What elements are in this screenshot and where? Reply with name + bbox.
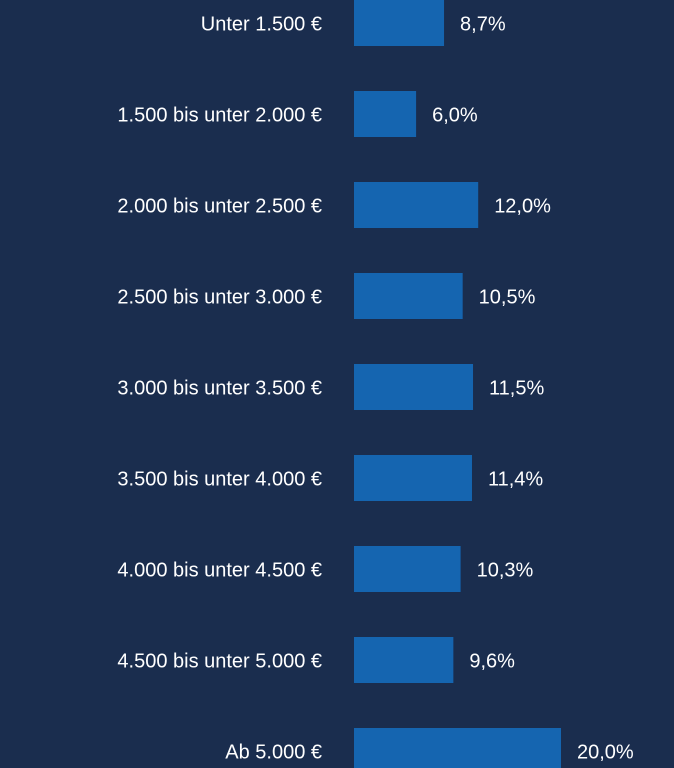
bar: [354, 273, 463, 319]
value-label: 11,4%: [488, 468, 543, 490]
category-label: 2.000 bis unter 2.500 €: [117, 195, 322, 217]
category-label: 2.500 bis unter 3.000 €: [117, 286, 322, 308]
bar: [354, 728, 561, 768]
bar: [354, 91, 417, 137]
bar: [354, 182, 479, 228]
bar: [354, 546, 461, 592]
bar: [354, 637, 454, 683]
category-label: 4.500 bis unter 5.000 €: [117, 650, 322, 672]
value-label: 12,0%: [494, 195, 551, 217]
value-label: 20,0%: [577, 741, 634, 763]
value-label: 10,3%: [477, 559, 534, 581]
category-label: 3.500 bis unter 4.000 €: [117, 468, 322, 490]
bar: [354, 455, 472, 501]
bar: [354, 0, 445, 46]
category-label: 1.500 bis unter 2.000 €: [117, 104, 322, 126]
category-label: Ab 5.000 €: [225, 741, 322, 763]
bar: [354, 364, 474, 410]
category-label: 4.000 bis unter 4.500 €: [117, 559, 322, 581]
value-label: 6,0%: [432, 104, 478, 126]
value-label: 9,6%: [469, 650, 515, 672]
value-label: 11,5%: [489, 377, 544, 399]
category-label: 3.000 bis unter 3.500 €: [117, 377, 322, 399]
value-label: 10,5%: [479, 286, 536, 308]
category-label: Unter 1.500 €: [201, 13, 322, 35]
value-label: 8,7%: [460, 13, 506, 35]
